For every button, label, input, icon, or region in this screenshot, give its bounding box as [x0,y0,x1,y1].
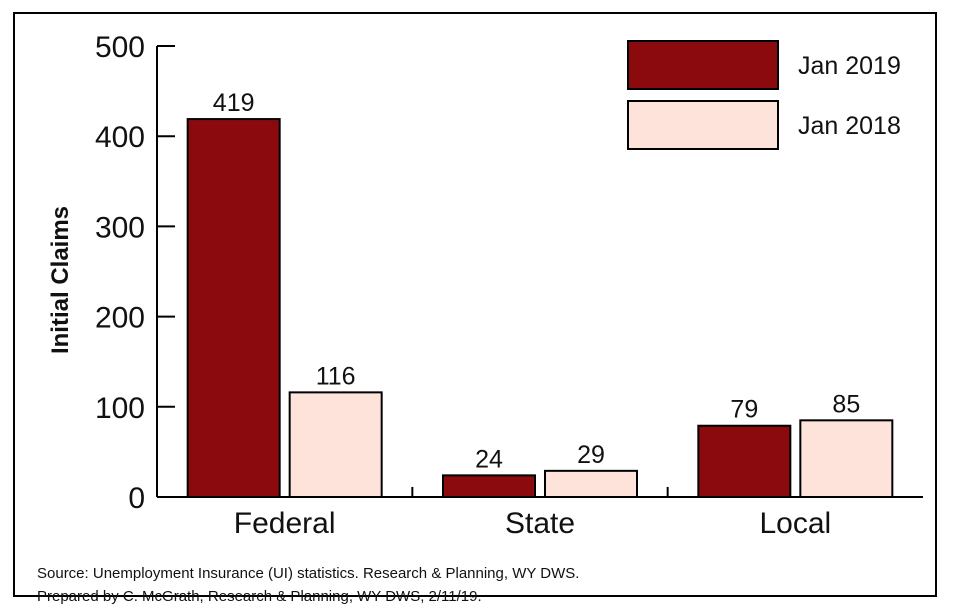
data-label: 24 [475,445,503,473]
bar-local-jan-2018 [799,419,894,498]
y-tick-label: 0 [128,482,145,515]
data-label: 79 [730,396,758,424]
data-label: 419 [213,89,255,117]
bar-state-jan-2018 [544,469,638,499]
legend-label: Jan 2018 [798,112,901,140]
bar-federal-jan-2019 [186,118,281,498]
y-tick-label: 500 [95,31,145,64]
axes: 0 100 200 300 400 500 Federal State Local [95,31,923,540]
data-label: 29 [577,441,605,469]
bar-local-jan-2019 [697,424,792,499]
source-note: Source: Unemployment Insurance (UI) stat… [37,565,580,582]
data-label: 85 [832,390,860,418]
legend-swatch-jan-2019 [627,40,779,90]
bars: 419 116 24 29 79 85 [186,89,894,499]
legend-label: Jan 2019 [798,52,901,80]
legend: Jan 2019 Jan 2018 [627,40,901,150]
y-tick-label: 400 [95,121,145,154]
y-axis-label: Initial Claims [47,206,74,354]
bar-federal-jan-2018 [288,391,383,499]
x-tick-label-federal: Federal [234,507,336,540]
y-tick-label: 200 [95,302,145,335]
x-tick-label-local: Local [759,507,831,540]
y-tick-label: 300 [95,211,145,244]
prepared-note: Prepared by C. McGrath, Research & Plann… [37,588,482,605]
y-tick-label: 100 [95,392,145,425]
data-label: 116 [316,362,356,390]
bar-state-jan-2019 [442,474,536,498]
legend-swatch-jan-2018 [627,100,779,150]
x-tick-label-state: State [505,507,575,540]
chart-frame [13,12,937,597]
